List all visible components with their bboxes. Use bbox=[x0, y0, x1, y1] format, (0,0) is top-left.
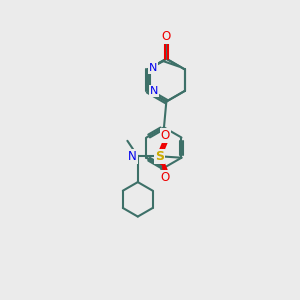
Text: O: O bbox=[160, 129, 170, 142]
Text: O: O bbox=[160, 170, 170, 184]
Text: S: S bbox=[155, 150, 164, 163]
Text: N: N bbox=[128, 150, 137, 163]
Text: N: N bbox=[150, 86, 158, 96]
Text: N: N bbox=[149, 63, 157, 73]
Text: O: O bbox=[162, 30, 171, 43]
